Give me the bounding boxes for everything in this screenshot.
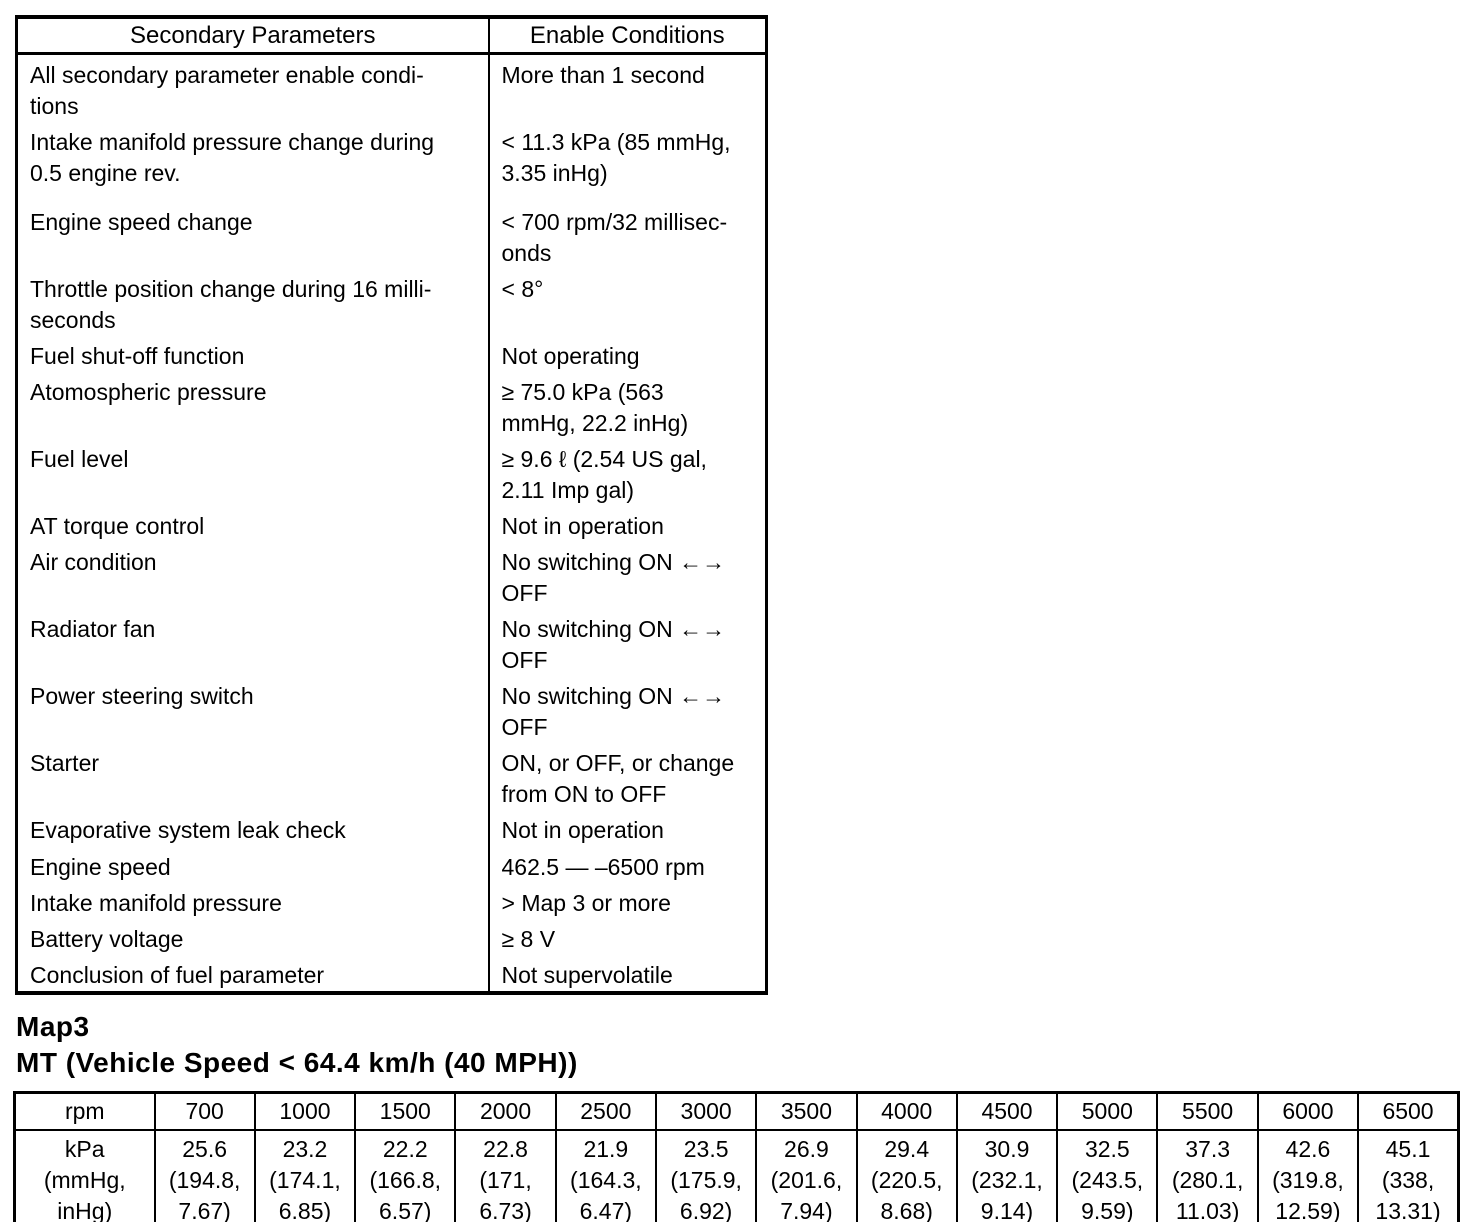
condition-cell: Not in operation <box>487 810 767 847</box>
rpm-value: 3500 <box>755 1091 858 1131</box>
param-cell: Intake manifold pressure <box>30 890 282 916</box>
kpa-value: 32.5 (243.5, 9.59) <box>1056 1129 1159 1222</box>
map3-rpm-kpa-table: rpm 700 1000 1500 2000 2500 3000 3500 40… <box>13 1091 1460 1222</box>
kpa-value: 25.6 (194.8, 7.67) <box>153 1129 256 1222</box>
rpm-header-row: rpm 700 1000 1500 2000 2500 3000 3500 40… <box>13 1091 1460 1131</box>
table-row: AT torque control Not in operation <box>17 506 767 542</box>
param-cell: Radiator fan <box>30 616 156 642</box>
param-cell: Fuel shut-off function <box>30 343 245 369</box>
secondary-parameters-table-body: All secondary parameter enable condi- ti… <box>17 53 767 993</box>
table-row: Intake manifold pressure > Map 3 or more <box>17 883 767 919</box>
rpm-value: 2000 <box>454 1091 557 1131</box>
table-row: Starter ON, or OFF, or change from ON to … <box>17 743 767 810</box>
table-row: Engine speed 462.5 — –6500 rpm <box>17 847 767 883</box>
condition-cell: No switching ON ←→ OFF <box>487 609 767 676</box>
col-header-enable-conditions: Enable Conditions <box>487 17 767 55</box>
condition-cell: ≥ 8 V <box>487 919 767 955</box>
rpm-value: 6500 <box>1357 1091 1460 1131</box>
rpm-value: 5000 <box>1056 1091 1159 1131</box>
kpa-value: 30.9 (232.1, 9.14) <box>955 1129 1059 1222</box>
header-row: Secondary Parameters Enable Conditions <box>16 17 767 55</box>
param-cell: Evaporative system leak check <box>30 817 346 843</box>
table-row: Throttle position change during 16 milli… <box>17 269 767 336</box>
map3-heading-block: Map3 MT (Vehicle Speed < 64.4 km/h (40 M… <box>16 1009 1472 1081</box>
param-cell: Engine speed change <box>30 209 253 235</box>
rpm-value: 1000 <box>253 1091 357 1131</box>
table-row: Radiator fan No switching ON ←→ OFF <box>17 609 767 676</box>
table-row: Air condition No switching ON ←→ OFF <box>17 542 767 609</box>
table-row: Conclusion of fuel parameter Not supervol… <box>17 955 767 993</box>
condition-cell: No switching ON ←→ OFF <box>487 676 767 743</box>
condition-cell: ≥ 75.0 kPa (563 mmHg, 22.2 inHg) <box>487 372 767 439</box>
condition-cell: No switching ON ←→ OFF <box>487 542 767 609</box>
param-cell: Conclusion of fuel parameter <box>30 962 325 988</box>
table-row: Power steering switch No switching ON ←→ … <box>17 676 767 743</box>
rpm-value: 2500 <box>554 1091 657 1131</box>
table-row: Intake manifold pressure change during 0… <box>17 122 767 202</box>
condition-cell: ≥ 9.6 ℓ (2.54 US gal, 2.11 Imp gal) <box>487 439 767 506</box>
secondary-parameters-table: Secondary Parameters Enable Conditions A… <box>15 15 768 995</box>
rpm-value: 1500 <box>354 1091 457 1131</box>
param-cell: Fuel level <box>30 446 129 472</box>
param-cell: Air condition <box>30 549 157 575</box>
rpm-value: 4000 <box>855 1091 958 1131</box>
table-row: Battery voltage ≥ 8 V <box>17 919 767 955</box>
col-header-secondary-parameters: Secondary Parameters <box>16 17 489 55</box>
secondary-parameters-table-header: Secondary Parameters Enable Conditions <box>16 17 767 55</box>
kpa-value: 37.3 (280.1, 11.03) <box>1156 1129 1259 1222</box>
condition-cell: < 700 rpm/32 millisec- onds <box>487 202 767 269</box>
rpm-value: 3000 <box>654 1091 758 1131</box>
param-cell: Engine speed <box>30 854 171 880</box>
kpa-value: 21.9 (164.3, 6.47) <box>554 1129 657 1222</box>
condition-cell: 462.5 — –6500 rpm <box>487 847 767 883</box>
condition-cell: ON, or OFF, or change from ON to OFF <box>487 743 767 810</box>
param-cell: Starter <box>30 750 100 776</box>
kpa-value: 22.8 (171, 6.73) <box>454 1129 557 1222</box>
condition-cell: Not supervolatile <box>487 955 767 993</box>
table-row: Atomospheric pressure ≥ 75.0 kPa (563 mmH… <box>17 372 767 439</box>
param-cell: Power steering switch <box>30 683 254 709</box>
map3-subtitle: MT (Vehicle Speed < 64.4 km/h (40 MPH)) <box>16 1047 578 1078</box>
table-row: All secondary parameter enable condi- ti… <box>17 53 767 122</box>
map3-title: Map3 <box>16 1011 90 1042</box>
param-cell: All secondary parameter enable condi- ti… <box>30 62 424 119</box>
param-cell: Intake manifold pressure change during 0… <box>30 129 435 186</box>
kpa-value: 23.5 (175.9, 6.92) <box>654 1129 758 1222</box>
condition-cell: < 8° <box>487 269 767 336</box>
rpm-row-label: rpm <box>13 1091 156 1131</box>
condition-cell: Not in operation <box>487 506 767 542</box>
kpa-value: 26.9 (201.6, 7.94) <box>755 1129 858 1222</box>
table-row: Fuel level ≥ 9.6 ℓ (2.54 US gal, 2.11 Imp… <box>17 439 767 506</box>
condition-cell: < 11.3 kPa (85 mmHg, 3.35 inHg) <box>487 122 767 202</box>
map3-rpm-kpa-table-body: rpm 700 1000 1500 2000 2500 3000 3500 40… <box>13 1091 1460 1222</box>
kpa-value: 23.2 (174.1, 6.85) <box>253 1129 357 1222</box>
condition-cell: More than 1 second <box>487 53 767 122</box>
param-cell: AT torque control <box>30 513 205 539</box>
rpm-value: 5500 <box>1156 1091 1259 1131</box>
table-row: Engine speed change < 700 rpm/32 millisec… <box>17 202 767 269</box>
rpm-value: 6000 <box>1256 1091 1360 1131</box>
kpa-value: 45.1 (338, 13.31) <box>1357 1129 1460 1222</box>
kpa-value: 29.4 (220.5, 8.68) <box>855 1129 958 1222</box>
kpa-value: 22.2 (166.8, 6.57) <box>354 1129 457 1222</box>
param-cell: Throttle position change during 16 milli… <box>30 276 432 333</box>
table-row: Evaporative system leak check Not in oper… <box>17 810 767 847</box>
param-cell: Battery voltage <box>30 926 184 952</box>
rpm-value: 700 <box>153 1091 256 1131</box>
kpa-value: 42.6 (319.8, 12.59) <box>1256 1129 1360 1222</box>
rpm-value: 4500 <box>955 1091 1059 1131</box>
kpa-value-row: kPa (mmHg, inHg) 25.6 (194.8, 7.67) 23.2… <box>13 1129 1460 1222</box>
kpa-row-label: kPa (mmHg, inHg) <box>13 1129 156 1222</box>
table-row: Fuel shut-off function Not operating <box>17 336 767 372</box>
param-cell: Atomospheric pressure <box>30 379 267 405</box>
condition-cell: Not operating <box>487 336 767 372</box>
condition-cell: > Map 3 or more <box>487 883 767 919</box>
